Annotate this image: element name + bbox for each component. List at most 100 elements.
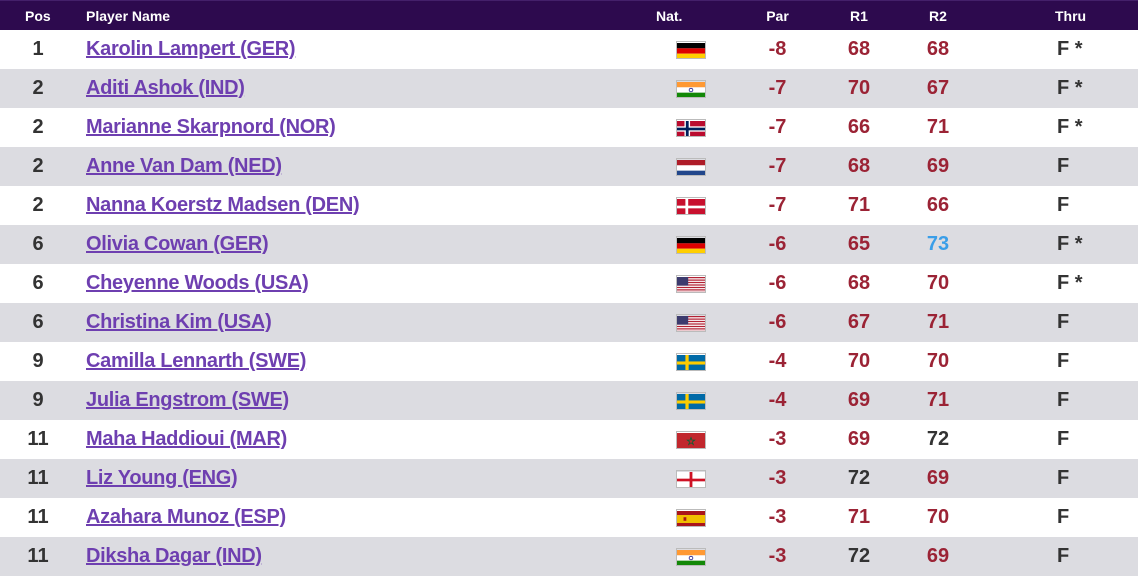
r2-cell: 71 [926, 116, 950, 138]
sweden-flag-icon [676, 352, 706, 371]
r2-cell: 73 [926, 233, 950, 255]
player-name-cell: Aditi Ashok (IND) [76, 77, 646, 100]
player-name-cell: Julia Engstrom (SWE) [76, 389, 646, 412]
player-name-cell: Anne Van Dam (NED) [76, 155, 646, 178]
r2-cell: 68 [926, 38, 950, 60]
nationality-cell [646, 508, 736, 527]
par-cell: -7 [768, 194, 787, 216]
nationality-cell [646, 313, 736, 332]
r2-cell: 70 [926, 350, 950, 372]
par-cell: -7 [768, 155, 787, 177]
r1-cell: 72 [847, 545, 871, 567]
r1-cell: 70 [847, 350, 871, 372]
nationality-cell [646, 274, 736, 293]
spain-flag-icon [676, 508, 706, 527]
player-name-link[interactable]: Diksha Dagar (IND) [86, 545, 262, 567]
position-cell: 6 [32, 311, 44, 333]
header-r1: R1 [850, 7, 868, 24]
table-row: 2 Marianne Skarpnord (NOR) -7 66 71 F * [0, 108, 1138, 147]
player-name-link[interactable]: Azahara Munoz (ESP) [86, 506, 286, 528]
nationality-cell [646, 196, 736, 215]
table-row: 1 Karolin Lampert (GER) -8 68 68 F * [0, 30, 1138, 69]
thru-cell: F [1057, 389, 1070, 411]
r1-cell: 68 [847, 155, 871, 177]
par-cell: -3 [768, 506, 787, 528]
header-r2: R2 [929, 7, 947, 24]
r2-cell: 66 [926, 194, 950, 216]
table-row: 6 Christina Kim (USA) -6 67 71 F [0, 303, 1138, 342]
header-par: Par [766, 7, 789, 24]
germany-flag-icon [676, 235, 706, 254]
par-cell: -7 [768, 116, 787, 138]
par-cell: -6 [768, 233, 787, 255]
position-cell: 1 [32, 38, 44, 60]
player-name-link[interactable]: Julia Engstrom (SWE) [86, 389, 289, 411]
thru-cell: F [1057, 155, 1070, 177]
player-name-cell: Karolin Lampert (GER) [76, 38, 646, 61]
r2-cell: 71 [926, 311, 950, 333]
table-row: 9 Camilla Lennarth (SWE) -4 70 70 F [0, 342, 1138, 381]
thru-cell: F * [1057, 38, 1083, 60]
player-name-link[interactable]: Anne Van Dam (NED) [86, 155, 282, 177]
r1-cell: 68 [847, 38, 871, 60]
player-name-cell: Olivia Cowan (GER) [76, 233, 646, 256]
table-row: 6 Cheyenne Woods (USA) -6 68 70 F * [0, 264, 1138, 303]
header-pos: Pos [25, 7, 51, 24]
player-name-link[interactable]: Aditi Ashok (IND) [86, 77, 245, 99]
table-row: 2 Aditi Ashok (IND) -7 70 67 F * [0, 69, 1138, 108]
player-name-link[interactable]: Camilla Lennarth (SWE) [86, 350, 307, 372]
player-name-link[interactable]: Liz Young (ENG) [86, 467, 238, 489]
r1-cell: 72 [847, 467, 871, 489]
thru-cell: F * [1057, 77, 1083, 99]
nationality-cell [646, 118, 736, 137]
position-cell: 11 [27, 545, 49, 567]
nationality-cell [646, 352, 736, 371]
player-name-link[interactable]: Karolin Lampert (GER) [86, 38, 296, 60]
r2-cell: 69 [926, 155, 950, 177]
player-name-link[interactable]: Nanna Koerstz Madsen (DEN) [86, 194, 360, 216]
player-name-cell: Maha Haddioui (MAR) [76, 428, 646, 451]
position-cell: 11 [27, 506, 49, 528]
r2-cell: 70 [926, 272, 950, 294]
player-name-cell: Liz Young (ENG) [76, 467, 646, 490]
denmark-flag-icon [676, 196, 706, 215]
usa-flag-icon [676, 274, 706, 293]
player-name-cell: Cheyenne Woods (USA) [76, 272, 646, 295]
position-cell: 2 [32, 116, 44, 138]
position-cell: 11 [27, 467, 49, 489]
player-name-link[interactable]: Christina Kim (USA) [86, 311, 272, 333]
player-name-link[interactable]: Cheyenne Woods (USA) [86, 272, 309, 294]
player-name-cell: Azahara Munoz (ESP) [76, 506, 646, 529]
par-cell: -3 [768, 545, 787, 567]
sweden-flag-icon [676, 391, 706, 410]
r2-cell: 69 [926, 467, 950, 489]
thru-cell: F [1057, 467, 1070, 489]
header-player-name: Player Name [86, 7, 171, 24]
table-row: 2 Nanna Koerstz Madsen (DEN) -7 71 66 F [0, 186, 1138, 225]
netherlands-flag-icon [676, 157, 706, 176]
player-name-cell: Nanna Koerstz Madsen (DEN) [76, 194, 646, 217]
par-cell: -7 [768, 77, 787, 99]
r2-cell: 72 [926, 428, 950, 450]
usa-flag-icon [676, 313, 706, 332]
nationality-cell [646, 40, 736, 59]
position-cell: 2 [32, 155, 44, 177]
thru-cell: F [1057, 311, 1070, 333]
header-thru: Thru [1055, 7, 1087, 24]
player-name-cell: Camilla Lennarth (SWE) [76, 350, 646, 373]
player-name-link[interactable]: Marianne Skarpnord (NOR) [86, 116, 336, 138]
player-name-link[interactable]: Maha Haddioui (MAR) [86, 428, 287, 450]
r2-cell: 71 [926, 389, 950, 411]
player-name-link[interactable]: Olivia Cowan (GER) [86, 233, 269, 255]
germany-flag-icon [676, 40, 706, 59]
player-name-cell: Marianne Skarpnord (NOR) [76, 116, 646, 139]
thru-cell: F [1057, 545, 1070, 567]
thru-cell: F [1057, 428, 1070, 450]
nationality-cell [646, 547, 736, 566]
r1-cell: 71 [847, 194, 871, 216]
par-cell: -3 [768, 428, 787, 450]
morocco-flag-icon [676, 430, 706, 449]
r2-cell: 69 [926, 545, 950, 567]
r1-cell: 71 [847, 506, 871, 528]
